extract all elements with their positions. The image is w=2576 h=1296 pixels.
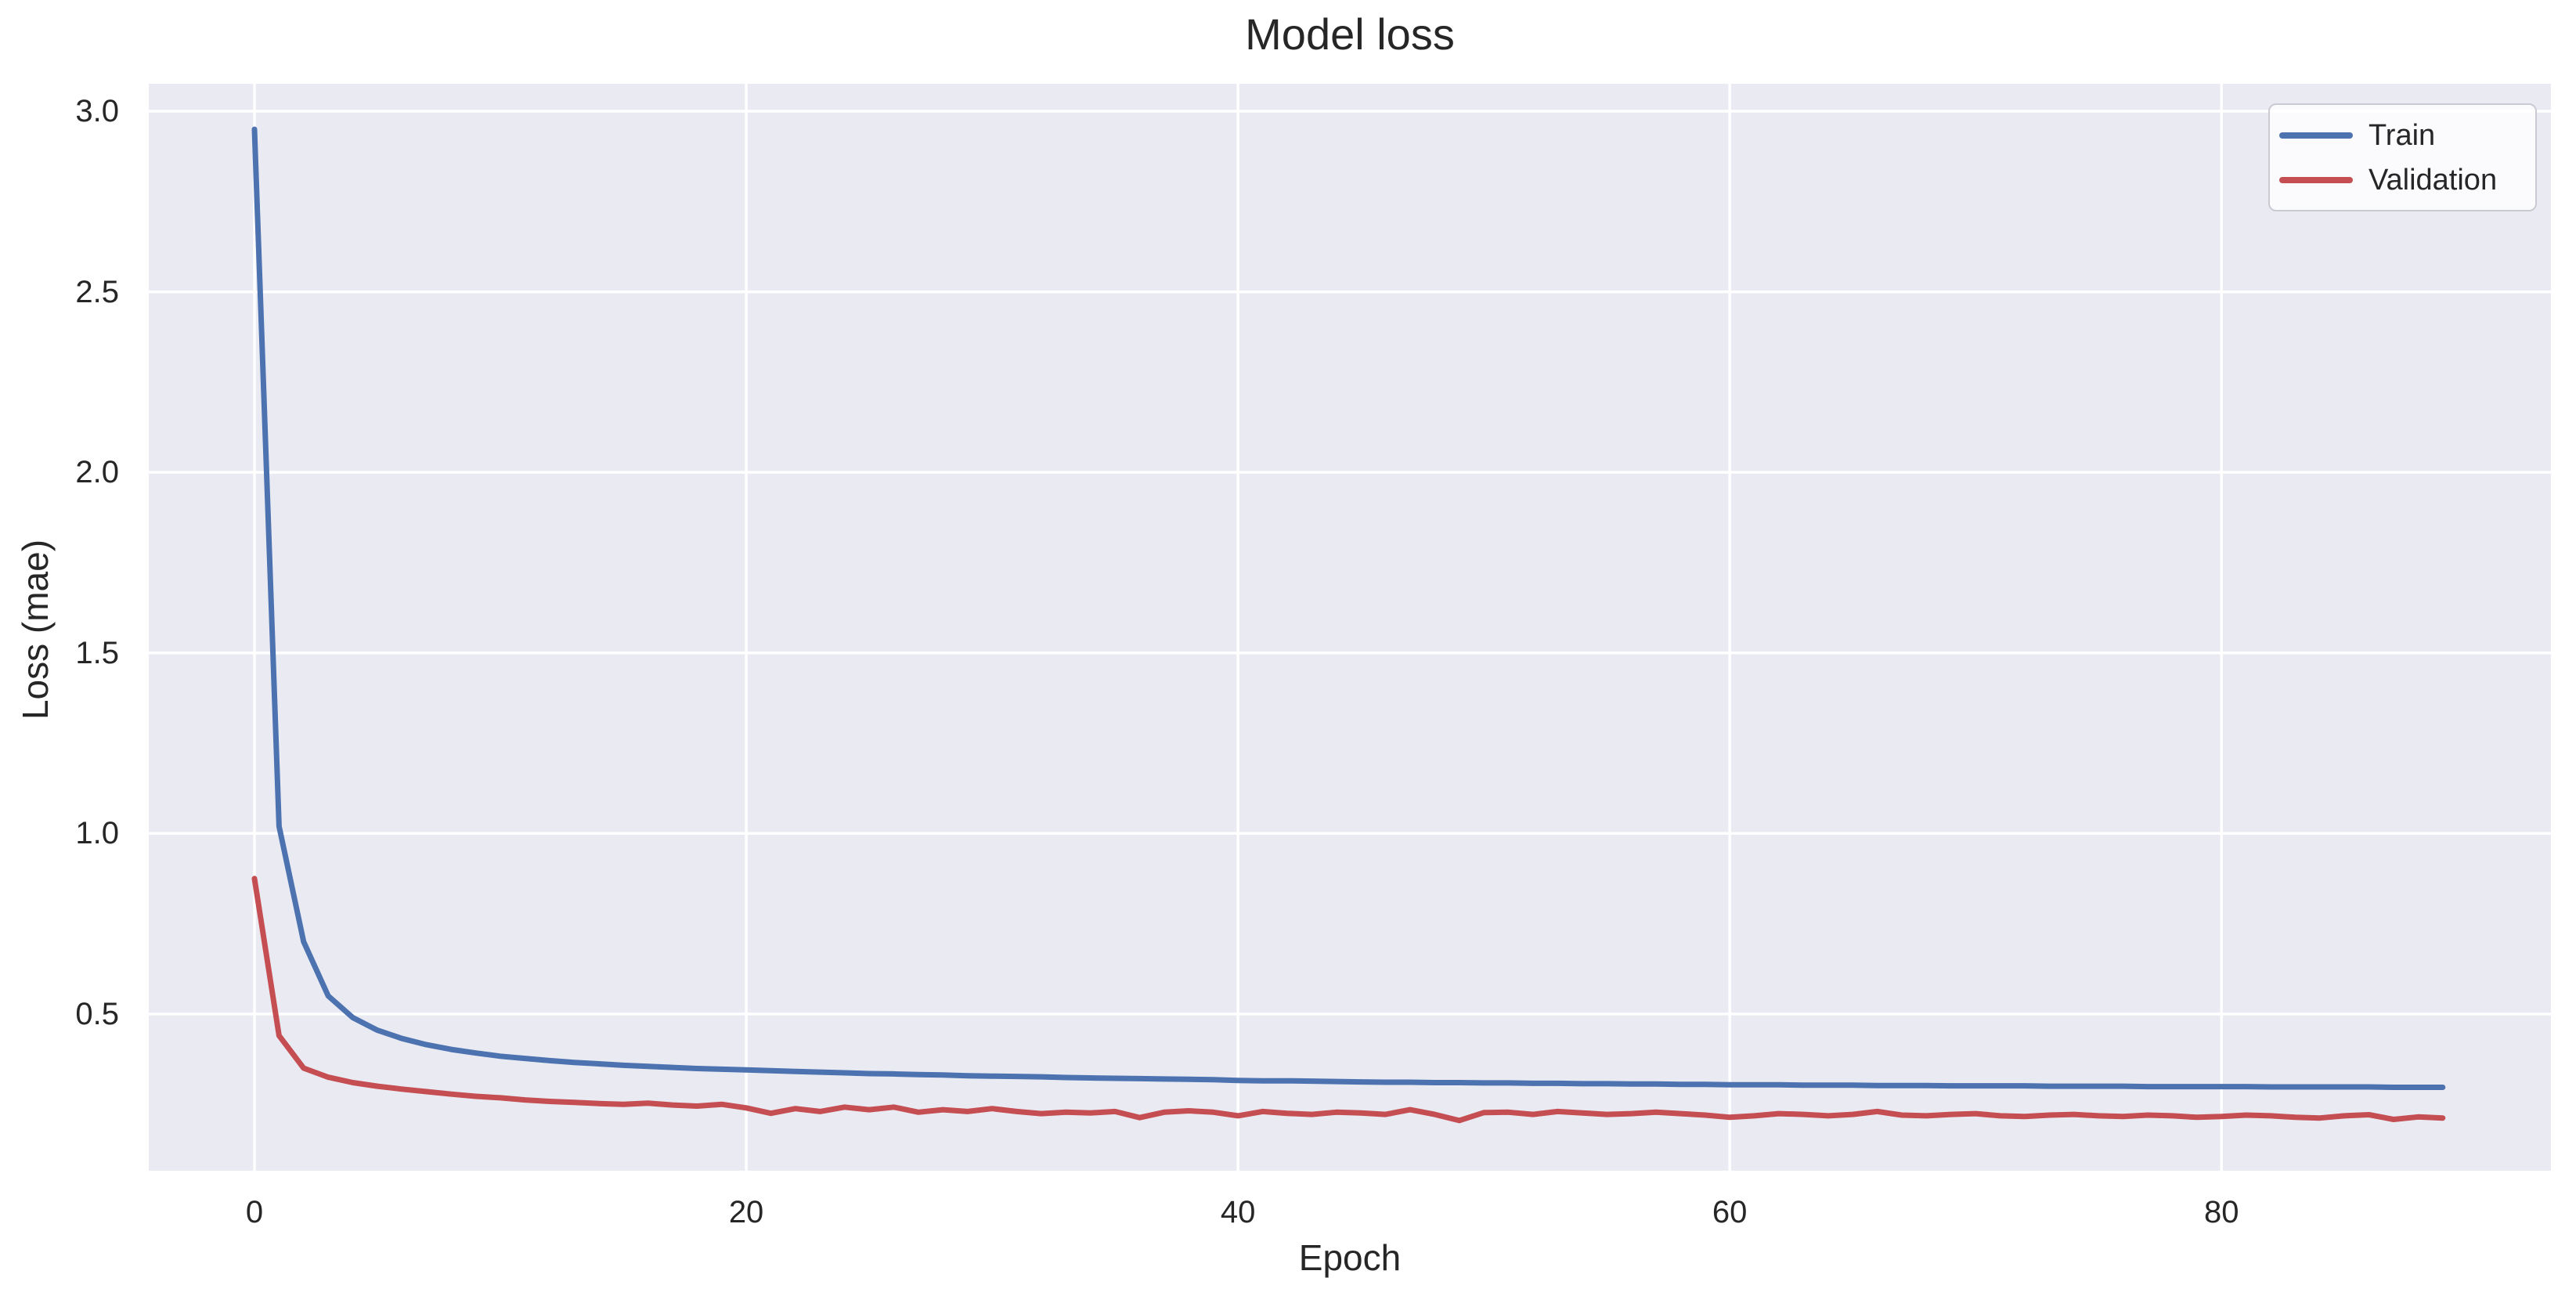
y-tick-label: 1.5	[75, 635, 119, 670]
y-tick-label: 0.5	[75, 996, 119, 1031]
legend-label-validation: Validation	[2369, 163, 2498, 197]
x-tick-label: 60	[1712, 1195, 1748, 1229]
validation-line-swatch	[2279, 176, 2353, 183]
x-tick-label: 0	[245, 1195, 264, 1229]
y-tick-label: 2.5	[75, 274, 119, 309]
legend-entry-validation: Validation	[2279, 157, 2521, 202]
y-tick-label: 1.0	[75, 816, 119, 851]
legend-entry-train: Train	[2279, 113, 2521, 157]
legend-label-train: Train	[2369, 118, 2436, 152]
x-tick-label: 80	[2203, 1195, 2239, 1229]
legend: Train Validation	[2268, 103, 2537, 211]
y-tick-label: 2.0	[75, 455, 119, 490]
train-line-swatch	[2279, 132, 2353, 139]
x-axis-label: Epoch	[1298, 1237, 1402, 1278]
validation-line	[251, 875, 2446, 1124]
chart-title: Model loss	[1245, 9, 1455, 59]
x-tick-label: 40	[1220, 1195, 1256, 1229]
plot-background	[149, 84, 2551, 1171]
train-line	[251, 126, 2446, 1090]
y-tick-label: 3.0	[75, 94, 119, 129]
x-tick-label: 20	[728, 1195, 764, 1229]
y-axis-label: Loss (mae)	[15, 539, 56, 720]
